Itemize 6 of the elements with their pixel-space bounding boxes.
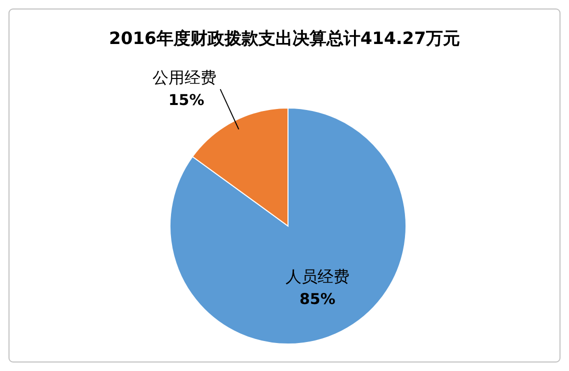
data-label: 15% — [168, 91, 204, 110]
slice-label: 人员经费 — [285, 266, 350, 286]
chart-title: 2016年度财政拨款支出决算总计414.27万元 — [109, 29, 460, 49]
slice-label: 公用经费 — [152, 68, 216, 88]
data-label: 85% — [300, 290, 336, 308]
pie-slice — [170, 108, 406, 344]
